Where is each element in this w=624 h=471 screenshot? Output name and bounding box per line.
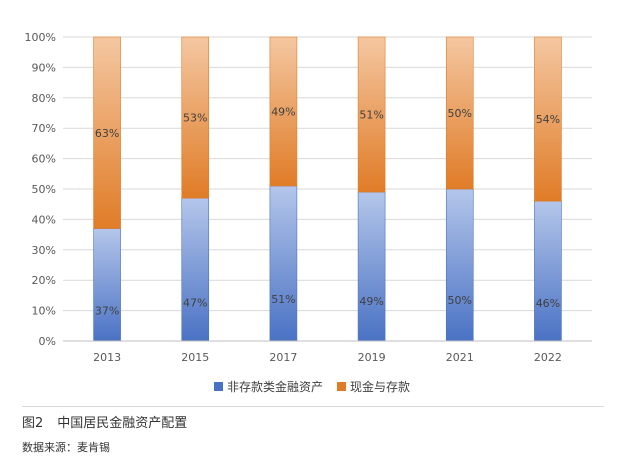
y-tick-label: 50% <box>32 183 56 196</box>
figure-caption: 图2 中国居民金融资产配置 <box>22 412 187 431</box>
data-label: 49% <box>271 105 295 118</box>
bar-series-1 <box>445 36 474 190</box>
figure-title: 中国居民金融资产配置 <box>57 416 188 431</box>
bar-series-1 <box>534 36 562 202</box>
bar-series-1 <box>181 36 210 199</box>
legend-label-series-1: 现金与存款 <box>350 380 411 394</box>
y-tick-label: 80% <box>32 92 56 105</box>
y-tick-label: 100% <box>25 31 56 44</box>
data-label: 46% <box>536 297 560 310</box>
bar-series-1 <box>93 36 121 229</box>
data-label: 49% <box>359 295 383 308</box>
legend-swatch-series-1 <box>337 382 346 391</box>
bar-series-1 <box>269 36 298 187</box>
legend-item-series-0: 非存款类金融资产 <box>213 378 323 395</box>
y-tick-label: 0% <box>39 335 56 348</box>
bar-series-0 <box>269 185 298 342</box>
y-tick-label: 20% <box>32 274 56 287</box>
bars <box>93 36 562 342</box>
bar-series-0 <box>93 228 121 342</box>
bar-series-0 <box>357 191 386 342</box>
data-labels: 37% 63% 47% 53% 51% 49% 49% 51% 50% 50% 46% 54% <box>95 105 560 317</box>
data-label: 51% <box>359 109 383 122</box>
caption-divider <box>22 406 604 407</box>
x-tick-label: 2021 <box>446 351 474 364</box>
data-label: 54% <box>536 113 560 126</box>
gridlines <box>63 36 592 342</box>
legend-item-series-1: 现金与存款 <box>337 378 410 395</box>
data-label: 50% <box>448 294 472 307</box>
data-label: 63% <box>95 127 119 140</box>
y-tick-label: 40% <box>32 213 56 226</box>
y-tick-label: 60% <box>32 153 56 166</box>
bar-series-0 <box>445 188 474 342</box>
data-label: 53% <box>183 112 207 125</box>
y-tick-label: 90% <box>32 61 56 74</box>
x-tick-label: 2022 <box>534 351 562 364</box>
data-label: 47% <box>183 296 207 309</box>
y-tick-label: 70% <box>32 122 56 135</box>
y-tick-label: 10% <box>32 305 56 318</box>
bar-series-0 <box>534 200 562 342</box>
legend-swatch-series-0 <box>213 382 223 391</box>
data-label: 50% <box>448 107 472 120</box>
y-tick-label: 30% <box>32 244 56 257</box>
data-label: 37% <box>95 305 119 318</box>
x-tick-label: 2015 <box>181 351 209 364</box>
x-tick-label: 2013 <box>93 351 121 364</box>
data-label: 51% <box>271 293 295 306</box>
source-note: 数据来源：麦肯锡 <box>22 441 110 454</box>
bar-series-1 <box>357 36 386 193</box>
figure-number: 图2 <box>22 416 44 431</box>
axes: 0% 10% 20% 30% 40% 50% 60% 70% 80% 90% 100% 2013 201… <box>25 31 592 364</box>
x-tick-label: 2017 <box>269 351 297 364</box>
x-tick-label: 2019 <box>358 351 386 364</box>
legend: 非存款类金融资产 现金与存款 <box>0 378 624 395</box>
legend-label-series-0: 非存款类金融资产 <box>226 380 323 394</box>
stacked-bar-chart: 37% 63% 47% 53% 51% 49% 49% 51% 50% 50% 46% 54% 0% 1… <box>25 31 592 364</box>
bar-series-0 <box>181 197 210 342</box>
